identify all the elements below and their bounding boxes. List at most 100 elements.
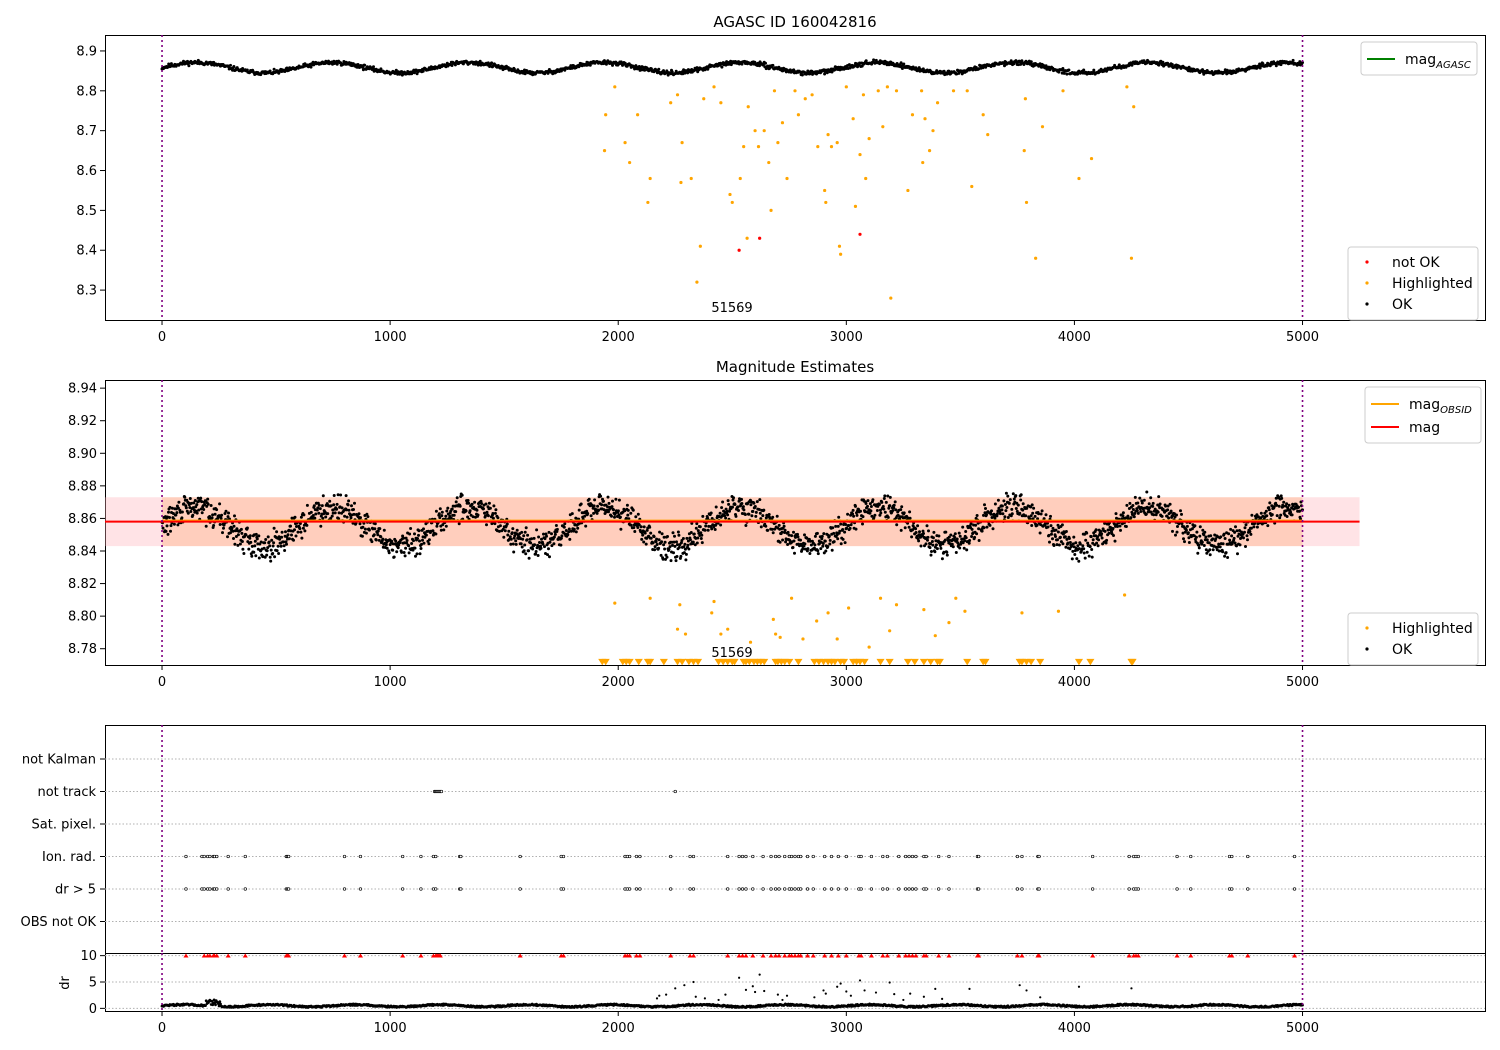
ok-point <box>653 548 657 552</box>
data-point <box>774 632 778 636</box>
ok-point <box>288 537 291 541</box>
ok-point <box>379 535 383 539</box>
ok-point <box>1090 548 1094 551</box>
ok-point <box>415 552 419 556</box>
data-point <box>1023 97 1027 101</box>
below-range-marker <box>1086 658 1095 665</box>
ok-point <box>879 511 883 515</box>
ok-point <box>221 531 224 535</box>
data-point <box>876 89 880 93</box>
ok-point <box>413 546 417 550</box>
ok-point <box>1067 537 1071 540</box>
flag-marker <box>805 854 810 859</box>
flag-marker <box>744 854 748 859</box>
ok-point <box>1187 536 1191 540</box>
ok-point <box>167 510 170 514</box>
ok-point <box>317 503 321 507</box>
ok-point <box>438 516 442 520</box>
ok-point <box>990 509 993 513</box>
ok-point <box>983 511 987 515</box>
ok-point <box>1184 528 1188 532</box>
ok-point <box>1040 509 1044 513</box>
ok-point <box>1261 514 1265 518</box>
ok-point <box>384 543 388 547</box>
ok-point <box>1249 526 1253 530</box>
ok-point <box>655 543 659 546</box>
ok-point <box>1030 524 1034 527</box>
ok-point <box>328 499 332 503</box>
ok-point <box>391 548 395 552</box>
ok-point <box>197 508 201 512</box>
ok-point <box>1217 549 1221 553</box>
ok-point <box>803 542 807 546</box>
ok-point <box>962 546 966 550</box>
legend-marker <box>1365 647 1369 651</box>
ok-point <box>510 531 514 535</box>
dr-point <box>204 1004 207 1007</box>
ok-point <box>457 522 461 526</box>
ok-point <box>758 498 762 502</box>
flag-marker <box>869 887 874 891</box>
data-point <box>947 621 951 625</box>
ok-point <box>257 534 261 538</box>
ok-point <box>1228 538 1232 542</box>
ok-point <box>268 544 272 548</box>
ok-point <box>248 536 252 540</box>
flag-marker <box>744 887 748 891</box>
below-range-marker <box>1074 658 1084 665</box>
ok-point <box>1223 554 1227 558</box>
ok-point <box>290 533 293 537</box>
ok-point <box>381 537 385 541</box>
ok-point <box>642 525 646 529</box>
ok-point <box>1244 545 1247 548</box>
ok-point <box>226 515 230 519</box>
ok-point <box>667 547 671 551</box>
ok-point <box>700 541 704 545</box>
ok-point <box>524 526 528 530</box>
ok-point <box>1207 541 1211 545</box>
ok-point <box>417 533 420 537</box>
ok-point <box>466 515 470 519</box>
ok-point <box>1051 537 1054 541</box>
ok-point <box>431 529 435 533</box>
ok-point <box>350 504 353 508</box>
data-point <box>772 89 777 93</box>
ok-point <box>1285 515 1289 518</box>
ok-point <box>577 508 581 512</box>
data-point <box>746 105 750 109</box>
data-point <box>623 141 627 145</box>
ok-point <box>770 527 774 531</box>
ok-point <box>312 504 316 508</box>
ok-point <box>240 540 244 543</box>
ok-point <box>569 529 573 533</box>
ok-point <box>1029 60 1033 64</box>
ok-point <box>539 546 543 550</box>
ok-point <box>166 532 170 536</box>
ok-point <box>1167 516 1171 520</box>
data-point <box>803 97 807 101</box>
ok-point <box>939 546 943 550</box>
ok-point <box>1256 515 1260 519</box>
ok-point <box>199 507 203 511</box>
ok-point <box>1226 556 1230 559</box>
flag-marker <box>638 854 642 859</box>
ok-point <box>639 525 643 529</box>
ok-point <box>783 528 787 532</box>
ok-point <box>467 501 471 505</box>
ok-point <box>631 508 635 512</box>
data-point <box>826 133 830 137</box>
ok-point <box>1113 539 1117 543</box>
ok-point <box>932 530 936 534</box>
flag-marker <box>885 854 890 859</box>
ok-point <box>634 515 638 519</box>
ok-point <box>534 552 538 556</box>
ok-point <box>422 541 426 545</box>
ok-point <box>955 537 959 541</box>
flag-marker <box>342 854 347 859</box>
ok-point <box>444 524 448 528</box>
ok-point <box>612 508 615 512</box>
ok-point <box>724 516 728 520</box>
legend-subscript: AGASC <box>1435 60 1471 71</box>
ok-point <box>723 514 727 518</box>
ok-point <box>305 523 309 527</box>
